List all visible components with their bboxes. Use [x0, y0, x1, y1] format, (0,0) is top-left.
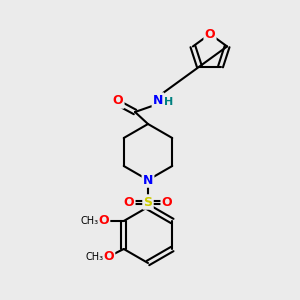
Text: O: O: [124, 196, 134, 208]
Text: H: H: [164, 97, 174, 107]
Text: O: O: [98, 214, 109, 227]
Text: O: O: [113, 94, 123, 107]
Text: O: O: [162, 196, 172, 208]
Text: O: O: [205, 28, 215, 40]
Text: N: N: [143, 173, 153, 187]
Text: CH₃: CH₃: [81, 216, 99, 226]
Text: O: O: [103, 250, 114, 263]
Text: S: S: [143, 196, 152, 208]
Text: N: N: [153, 94, 163, 106]
Text: CH₃: CH₃: [86, 252, 104, 262]
